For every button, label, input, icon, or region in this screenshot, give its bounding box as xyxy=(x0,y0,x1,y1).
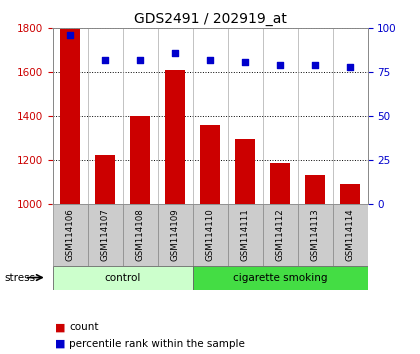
Bar xyxy=(52,204,87,266)
Text: GSM114108: GSM114108 xyxy=(136,208,144,261)
Bar xyxy=(228,204,262,266)
Point xyxy=(136,57,143,63)
Bar xyxy=(165,70,185,204)
Point xyxy=(172,50,178,56)
Point xyxy=(67,33,74,38)
Bar xyxy=(200,125,220,204)
Bar xyxy=(340,184,360,204)
Point xyxy=(312,62,318,68)
Text: count: count xyxy=(69,322,99,332)
Text: GSM114111: GSM114111 xyxy=(241,208,249,261)
Text: GSM114113: GSM114113 xyxy=(310,208,320,261)
Bar xyxy=(333,204,368,266)
Bar xyxy=(158,204,192,266)
Text: GSM114106: GSM114106 xyxy=(66,208,74,261)
Bar xyxy=(235,139,255,204)
Point xyxy=(102,57,108,63)
Text: cigarette smoking: cigarette smoking xyxy=(233,273,327,282)
Text: GDS2491 / 202919_at: GDS2491 / 202919_at xyxy=(134,12,286,27)
Text: stress: stress xyxy=(4,273,35,282)
Text: GSM114110: GSM114110 xyxy=(205,208,215,261)
Bar xyxy=(130,116,150,204)
Text: GSM114109: GSM114109 xyxy=(171,208,179,261)
Text: percentile rank within the sample: percentile rank within the sample xyxy=(69,339,245,349)
Text: control: control xyxy=(104,273,141,282)
Bar xyxy=(297,204,333,266)
Point xyxy=(346,64,353,70)
Bar xyxy=(262,204,297,266)
Bar xyxy=(123,204,158,266)
Bar xyxy=(305,175,325,204)
Bar xyxy=(270,163,290,204)
Text: ■: ■ xyxy=(55,322,65,332)
Text: GSM114107: GSM114107 xyxy=(100,208,110,261)
Bar xyxy=(192,204,228,266)
Text: ■: ■ xyxy=(55,339,65,349)
Point xyxy=(241,59,248,64)
Text: GSM114112: GSM114112 xyxy=(276,208,284,261)
Bar xyxy=(87,204,123,266)
Bar xyxy=(192,266,368,290)
Bar xyxy=(52,266,192,290)
Point xyxy=(207,57,213,63)
Point xyxy=(277,62,284,68)
Bar xyxy=(60,29,80,204)
Bar xyxy=(95,155,115,204)
Text: GSM114114: GSM114114 xyxy=(346,208,354,261)
